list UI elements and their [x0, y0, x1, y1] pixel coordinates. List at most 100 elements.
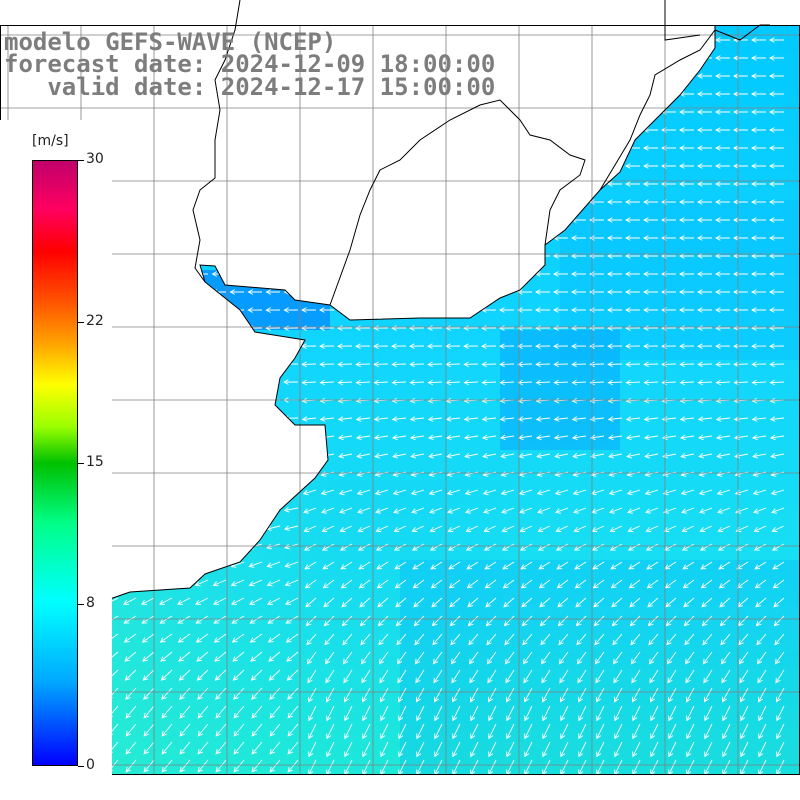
wind-arrow [629, 597, 641, 608]
wind-arrow [197, 687, 209, 700]
wind-arrow [301, 325, 317, 331]
wind-arrow [715, 361, 731, 368]
wind-arrow [757, 669, 767, 684]
wind-arrow [535, 434, 551, 441]
wind-arrow [697, 127, 712, 133]
wind-arrow [481, 325, 497, 331]
wind-arrow [733, 361, 749, 368]
wind-arrow [596, 705, 605, 722]
wind-arrow [560, 705, 569, 722]
wind-arrow [608, 489, 623, 496]
wind-arrow [716, 452, 731, 459]
wind-arrow [362, 687, 371, 703]
wind-arrow [739, 669, 749, 684]
wind-arrow [179, 705, 191, 719]
wind-arrow [769, 289, 784, 295]
wind-arrow [305, 615, 317, 627]
wind-arrow [481, 343, 497, 349]
wind-arrow [322, 579, 335, 589]
wind-arrow [754, 561, 767, 570]
wind-arrow [308, 705, 317, 722]
wind-arrow [470, 723, 479, 740]
wind-arrow [499, 343, 515, 349]
wind-arrow [319, 379, 335, 386]
wind-arrow [769, 181, 784, 187]
wind-arrow [391, 325, 407, 331]
wind-arrow [751, 416, 767, 422]
wind-arrow [377, 615, 389, 627]
wind-arrow [614, 741, 623, 758]
wind-arrow [517, 379, 533, 386]
wind-arrow [249, 615, 263, 624]
wind-arrow [160, 651, 173, 662]
wind-arrow [537, 525, 551, 533]
wind-arrow [468, 633, 479, 646]
wind-arrow [319, 416, 335, 422]
wind-arrow [431, 615, 443, 627]
wind-arrow [625, 379, 641, 386]
wind-arrow [522, 651, 533, 665]
wind-arrow [679, 271, 694, 277]
wind-arrow [467, 615, 479, 627]
wind-arrow [355, 434, 371, 441]
wind-arrow [393, 543, 407, 551]
wind-arrow [769, 127, 784, 133]
wind-arrow [680, 489, 695, 496]
wind-arrow [626, 489, 641, 496]
wind-arrow [248, 579, 263, 587]
wind-arrow [231, 633, 245, 643]
wind-arrow [686, 723, 695, 740]
wind-arrow [625, 325, 641, 331]
wind-arrow [359, 597, 371, 608]
wind-arrow [214, 651, 227, 662]
wind-arrow [284, 561, 299, 568]
colorbar-tickmark [78, 766, 84, 767]
wind-arrow [632, 723, 641, 740]
wind-arrow [720, 633, 731, 646]
wind-arrow [697, 307, 713, 313]
wind-arrow [535, 307, 551, 313]
wind-arrow [647, 615, 659, 627]
wind-arrow [697, 235, 712, 241]
wind-arrow [573, 525, 587, 533]
wind-arrow [265, 325, 281, 331]
wind-arrow [715, 145, 730, 151]
wind-arrow [722, 705, 731, 722]
wind-arrow [393, 507, 407, 514]
wind-arrow [141, 615, 155, 624]
wind-arrow [451, 669, 461, 684]
wind-arrow [758, 705, 767, 722]
wind-arrow [560, 741, 569, 758]
wind-arrow [409, 379, 425, 386]
wind-arrow [247, 289, 262, 295]
wind-arrow [195, 597, 209, 605]
wind-arrow [630, 651, 641, 665]
wind-arrow [452, 723, 461, 740]
wind-arrow [590, 452, 605, 459]
wind-arrow [427, 325, 443, 331]
wind-arrow [756, 651, 767, 665]
wind-arrow [697, 343, 713, 349]
colorbar-tickmark [78, 604, 84, 606]
wind-arrow [483, 525, 497, 533]
wind-arrow [519, 507, 533, 514]
wind-arrow [380, 723, 389, 740]
wind-arrow [751, 434, 767, 441]
wind-arrow [632, 687, 641, 703]
wind-arrow [266, 579, 281, 587]
wind-arrow [123, 633, 137, 643]
wind-arrow [679, 434, 695, 441]
wind-arrow [625, 434, 641, 441]
wind-arrow [283, 325, 299, 331]
wind-arrow [679, 361, 695, 368]
wind-arrow [643, 416, 659, 422]
wind-arrow [539, 615, 551, 627]
wind-arrow [233, 687, 245, 700]
wind-arrow [160, 669, 173, 681]
wind-arrow [125, 705, 137, 719]
wind-arrow [553, 434, 569, 441]
wind-arrow [698, 452, 713, 459]
wind-arrow [769, 163, 784, 169]
wind-arrow [631, 669, 641, 684]
wind-arrow [340, 579, 353, 589]
